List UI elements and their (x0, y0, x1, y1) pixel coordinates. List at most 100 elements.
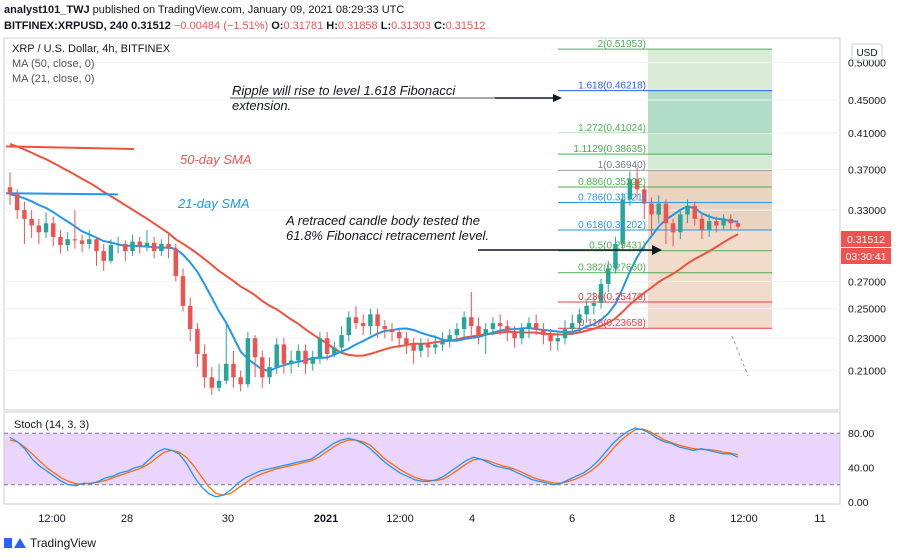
fib-level-label: 0.786(0.33721) (578, 192, 646, 203)
time-axis[interactable]: 12:00 28 30 2021 12:00 4 6 8 12:00 11 (38, 513, 825, 525)
fibonacci-zone (558, 48, 772, 329)
candle-body (382, 326, 388, 330)
price-tick-label: 0.45000 (848, 95, 886, 107)
currency-button[interactable] (851, 43, 883, 61)
countdown-tag (841, 248, 891, 264)
candle-body (209, 377, 215, 388)
fib-level-label: 0.5(0.29431) (589, 241, 646, 252)
candle-body (360, 323, 366, 327)
candle-body (260, 357, 265, 378)
time-tick-label: 4 (469, 513, 475, 525)
candle-body (649, 203, 654, 215)
candle-body (634, 179, 640, 190)
high-label: H: (326, 20, 338, 32)
candle-body (187, 305, 193, 330)
symbol-label: BITFINEX:XRPUSD, 240 (4, 20, 129, 32)
candle-body (303, 350, 308, 364)
candle-body (396, 332, 402, 339)
price-tick-label: 0.37000 (848, 165, 886, 177)
publisher-name[interactable]: analyst101_TWJ (4, 4, 90, 16)
candle-body (94, 239, 99, 252)
candle-body (461, 317, 467, 330)
publish-text: published on TradingView.com, January 09… (92, 4, 405, 16)
stoch-tick-label: 0.00 (848, 497, 869, 509)
candle-body (505, 326, 510, 333)
candle-body (123, 243, 128, 252)
footer-brand-label: TradingView (30, 536, 97, 550)
chart-area[interactable]: 2(0.51953) 1.618(0.46218) 1.272(0.41024) 1.… (0, 36, 900, 536)
candle-body (332, 347, 337, 354)
candle-body (130, 241, 135, 252)
candle-body (526, 323, 532, 330)
candle-body (252, 338, 258, 358)
candle-body (425, 344, 431, 348)
candle-body (151, 242, 157, 252)
open-value: 0.31781 (283, 20, 324, 32)
time-tick-label: 11 (814, 513, 825, 525)
candle-body (433, 344, 438, 348)
tradingview-logo-icon (4, 536, 26, 550)
candle-body (497, 323, 503, 327)
fib-level-label: 0.618(0.31202) (578, 220, 646, 231)
fib-zone-band (648, 302, 772, 329)
time-tick-label: 6 (569, 513, 575, 525)
sma21-annotation: 21-day SMA (177, 196, 250, 211)
low-value: 0.31303 (391, 20, 431, 32)
stoch-title: Stoch (14, 3, 3) (14, 419, 89, 431)
candle-body (29, 218, 34, 226)
current-price-tag (841, 231, 891, 247)
time-tick-label: 2021 (314, 513, 338, 525)
price-tick-label: 0.41000 (848, 128, 886, 140)
fib-zone-band (648, 90, 772, 133)
candle-note-arrowhead (652, 245, 662, 255)
currency-button-label[interactable]: USD (856, 48, 877, 59)
candle-body (173, 248, 179, 277)
ma21-stub (5, 192, 119, 196)
candle-body (43, 223, 49, 233)
candle-body (310, 357, 315, 364)
candle-body (389, 329, 395, 333)
ohlc-line: BITFINEX:XRPUSD, 240 0.31512 −0.00484 (−… (4, 20, 485, 32)
candle-body (51, 223, 56, 237)
fib-level-label: 2(0.51953) (598, 39, 646, 50)
candle-body (115, 243, 121, 246)
fib-level-label: 0.382(0.27660) (578, 263, 646, 274)
candle-body (317, 338, 323, 358)
candle-body (699, 218, 705, 231)
price-tick-label: 0.21000 (848, 365, 886, 377)
candle-body (613, 243, 618, 269)
candle-body (36, 225, 42, 233)
candle-body (267, 367, 272, 378)
candle-body (238, 377, 243, 385)
candle-note-line2: 61.8% Fibonacci retracement level. (286, 228, 489, 243)
price-gridlines (4, 62, 840, 371)
fib-zone-band (648, 229, 772, 251)
candle-body (735, 223, 741, 227)
fib-zone-band (648, 250, 772, 273)
candle-body (87, 239, 92, 244)
candle-body (166, 243, 171, 249)
fib-level-label: 0.886(0.35222) (578, 177, 646, 188)
fib-note-line2: extension. (232, 98, 291, 113)
stoch-tick-label: 80.00 (848, 428, 874, 440)
candle-body (58, 236, 63, 246)
candle-body (692, 205, 697, 219)
fib-zone-band (648, 272, 772, 303)
price-axis[interactable]: 0.50000 0.45000 0.41000 0.37000 0.33000 0.270… (848, 58, 886, 378)
candle-body (512, 332, 517, 339)
candle-body (577, 314, 582, 324)
last-price: 0.31512 (131, 20, 171, 32)
fib-level-label: 0.236(0.25470) (578, 292, 646, 303)
fib-level-label: 1.272(0.41024) (578, 123, 646, 134)
candle-body (721, 218, 726, 226)
price-tick-label: 0.25000 (848, 304, 886, 316)
time-tick-label: 30 (222, 513, 234, 525)
candle-body (404, 338, 409, 345)
stoch-band (4, 433, 840, 485)
candle-body (656, 203, 661, 215)
candle-body (296, 350, 301, 361)
time-tick-label: 12:00 (386, 513, 414, 525)
ma50-stub (5, 145, 135, 151)
price-chart[interactable]: 2(0.51953) 1.618(0.46218) 1.272(0.41024) 1.… (0, 36, 900, 536)
candle-body (642, 189, 647, 204)
